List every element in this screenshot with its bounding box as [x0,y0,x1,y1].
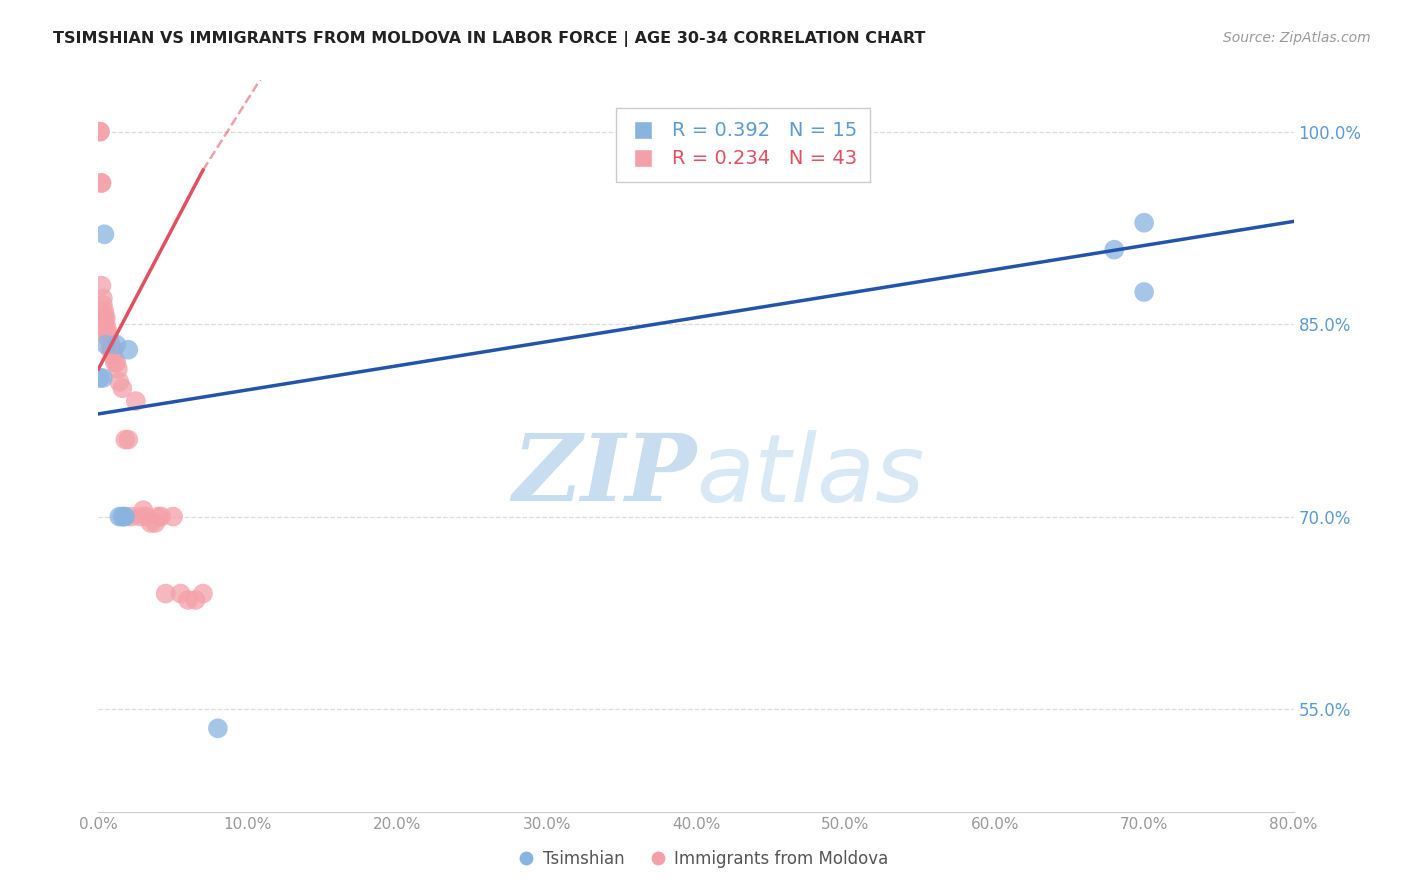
Point [105,337,128,351]
Point [132,503,155,517]
Point [104,355,127,369]
Point [1104,243,1126,257]
Point [111,381,134,395]
Point [169,586,191,600]
Point [207,721,229,735]
Point [93,227,115,242]
Point [91,292,114,306]
Point [129,509,152,524]
Point [91,298,114,312]
Point [94,317,117,331]
Point [93,310,115,325]
Point [105,355,128,369]
Point [177,593,200,607]
Point [98,343,122,357]
Point [143,516,166,530]
Point [96,324,118,338]
Point [93,304,115,318]
Point [108,509,131,524]
Point [184,593,207,607]
Point [114,433,136,447]
Point [1133,285,1156,299]
Point [103,343,125,357]
Point [117,343,139,357]
Point [135,509,157,524]
Legend: R = 0.392   N = 15, R = 0.234   N = 43: R = 0.392 N = 15, R = 0.234 N = 43 [616,108,870,182]
Point [89,125,111,139]
Point [125,394,148,409]
Legend: Tsimshian, Immigrants from Moldova: Tsimshian, Immigrants from Moldova [510,844,896,875]
Point [94,310,117,325]
Point [101,343,124,357]
Point [90,176,112,190]
Point [98,336,122,351]
Point [107,362,129,376]
Point [90,278,112,293]
Text: atlas: atlas [696,430,924,521]
Point [1133,216,1156,230]
Point [89,371,111,385]
Point [117,433,139,447]
Point [90,176,112,190]
Point [155,586,177,600]
Point [89,125,111,139]
Point [103,349,125,363]
Point [96,330,118,344]
Point [139,516,162,530]
Point [150,509,173,524]
Point [112,509,135,524]
Text: Source: ZipAtlas.com: Source: ZipAtlas.com [1223,31,1371,45]
Point [114,509,136,524]
Point [97,330,120,344]
Point [91,371,114,385]
Point [91,310,114,325]
Point [111,509,134,524]
Point [94,337,117,351]
Point [120,509,142,524]
Text: TSIMSHIAN VS IMMIGRANTS FROM MOLDOVA IN LABOR FORCE | AGE 30-34 CORRELATION CHAR: TSIMSHIAN VS IMMIGRANTS FROM MOLDOVA IN … [53,31,925,47]
Point [108,375,131,389]
Point [162,509,184,524]
Text: ZIP: ZIP [512,430,696,520]
Point [148,509,170,524]
Point [94,324,117,338]
Point [191,586,214,600]
